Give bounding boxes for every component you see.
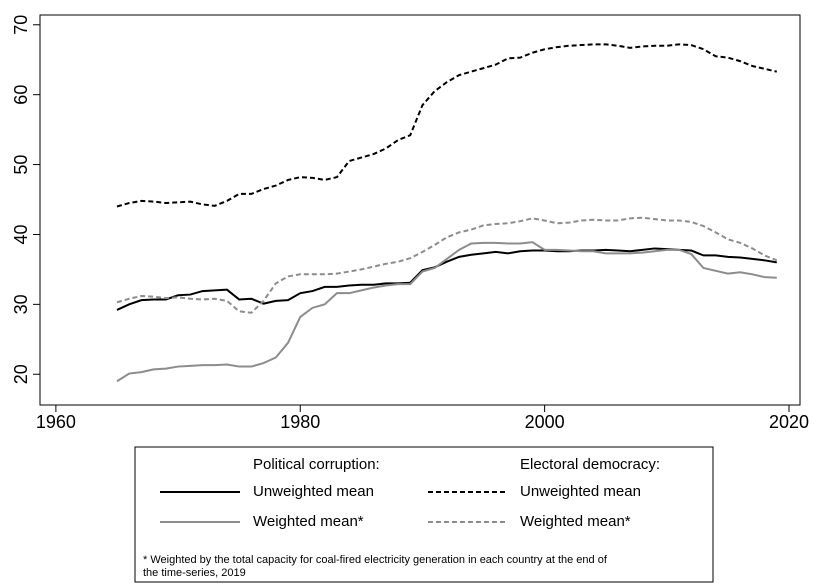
y-tick-label: 60 [11,85,31,105]
y-tick-label: 50 [11,155,31,175]
series-line [116,43,778,208]
legend-label: Unweighted mean [520,483,641,500]
series-line [116,247,777,311]
legend-title: Political corruption: [253,456,380,473]
y-tick-label: 20 [11,364,31,384]
legend-box [134,446,714,583]
legend-label: Weighted mean* [520,513,631,530]
x-tick-label: 2020 [769,412,809,432]
note: the time-series, 2019 [143,567,246,579]
series-line [116,241,777,383]
y-tick-label: 70 [11,15,31,35]
note: * Weighted by the total capacity for coa… [143,554,608,566]
x-tick-label: 1960 [36,412,76,432]
legend-label: Weighted mean* [253,513,364,530]
x-tick-label: 1980 [280,412,320,432]
y-tick-label: 30 [11,294,31,314]
plot-frame [39,14,801,406]
y-tick-label: 40 [11,224,31,244]
x-tick-label: 2000 [525,412,565,432]
legend-title: Electoral democracy: [520,456,660,473]
series-line [116,216,778,314]
legend-label: Unweighted mean [253,483,374,500]
